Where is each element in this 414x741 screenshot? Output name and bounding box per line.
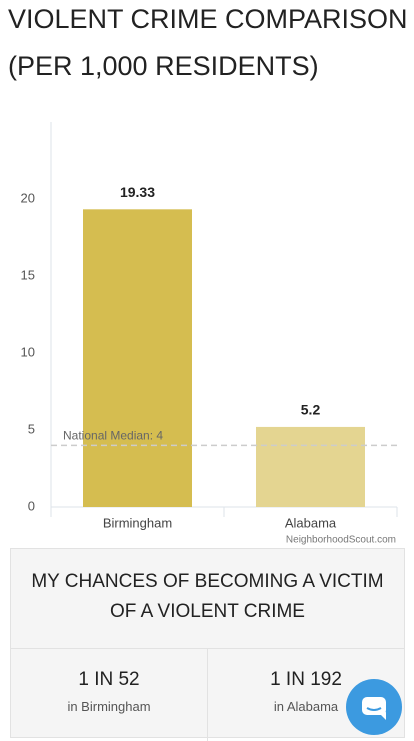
y-tick-label: 10 [21, 344, 35, 359]
source: NeighborhoodScout.com [286, 535, 396, 546]
median-label: National Median: 4 [63, 429, 163, 443]
chart-title: VIOLENT CRIME COMPARISON [8, 4, 408, 34]
chart: VIOLENT CRIME COMPARISON (PER 1,000 RESI… [8, 4, 408, 546]
odds: 1 IN 192 [270, 669, 342, 690]
odds: 1 IN 52 [78, 669, 140, 690]
value-label: 5.2 [301, 402, 321, 418]
x-tick-label: Birmingham [103, 515, 172, 530]
value-label: 19.33 [120, 184, 155, 200]
y-tick-label: 5 [28, 421, 35, 436]
chance-cell: 1 IN 52 in Birmingham [11, 649, 207, 741]
y-tick-label: 20 [21, 190, 35, 205]
y-tick-label: 0 [28, 498, 35, 513]
place: in Alabama [273, 699, 339, 714]
bar [256, 426, 365, 507]
chart-subtitle: (PER 1,000 RESIDENTS) [8, 51, 319, 81]
bar [83, 209, 192, 507]
chances-row: 1 IN 52 in Birmingham 1 IN 192 in Alabam… [11, 648, 404, 741]
chances-title: MY CHANCES OF BECOMING A VICTIM OF A VIO… [31, 571, 384, 622]
chat-icon [362, 697, 386, 720]
chance-cell: 1 IN 192 in Alabama [207, 649, 404, 741]
chat-button[interactable] [346, 679, 402, 735]
x-tick-label: Alabama [285, 515, 337, 530]
chances-box: MY CHANCES OF BECOMING A VICTIM OF A VIO… [10, 548, 405, 741]
place: in Birmingham [67, 699, 151, 714]
y-tick-label: 15 [21, 267, 35, 282]
